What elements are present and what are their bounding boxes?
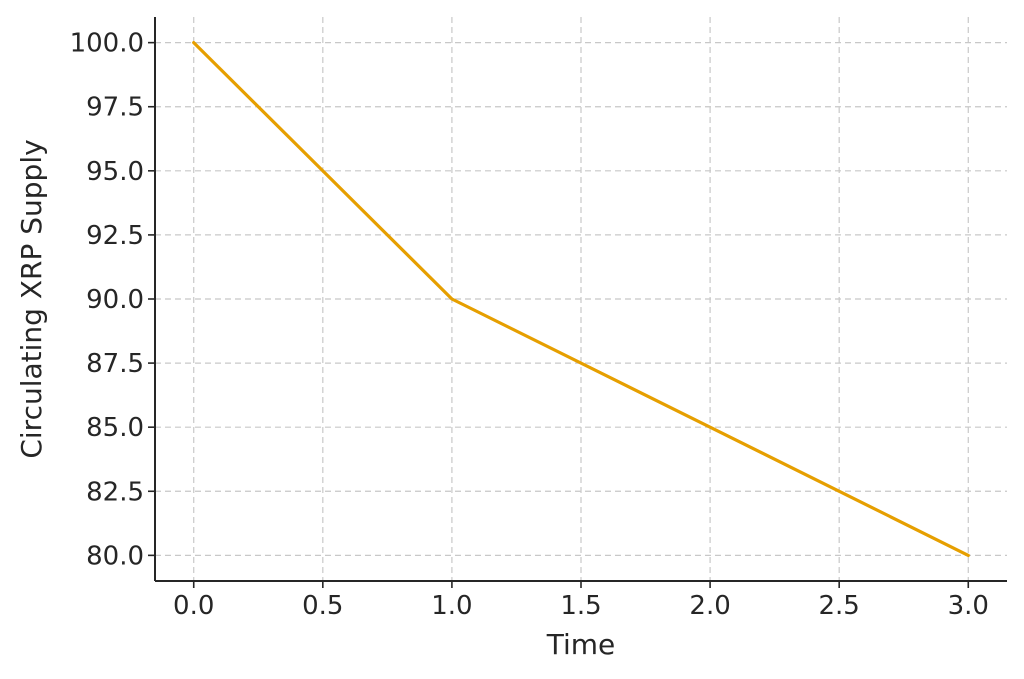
x-tick-label: 0.0: [173, 591, 214, 621]
y-axis-label: Circulating XRP Supply: [15, 139, 48, 458]
y-tick-label: 97.5: [86, 93, 144, 123]
y-tick-label: 100.0: [70, 29, 144, 59]
grid: [155, 17, 1007, 581]
y-tick-label: 87.5: [86, 349, 144, 379]
x-tick-label: 3.0: [948, 591, 989, 621]
ticks: 0.0 0.5 1.0 1.5 2.0 2.5 3.0 80.0 82.5 85.0 87.5 90.…: [70, 29, 989, 621]
y-tick-label: 95.0: [86, 157, 144, 187]
x-tick-label: 0.5: [302, 591, 343, 621]
x-tick-label: 1.0: [431, 591, 472, 621]
y-tick-label: 80.0: [86, 541, 144, 571]
y-tick-label: 82.5: [86, 477, 144, 507]
x-tick-label: 2.0: [689, 591, 730, 621]
series-layer: [192, 40, 970, 558]
y-tick-label: 90.0: [86, 285, 144, 315]
y-tick-label: 92.5: [86, 221, 144, 251]
x-tick-label: 1.5: [560, 591, 601, 621]
x-axis-label: Time: [546, 628, 616, 661]
x-tick-label: 2.5: [819, 591, 860, 621]
series-line: [192, 40, 970, 558]
y-tick-label: 85.0: [86, 413, 144, 443]
